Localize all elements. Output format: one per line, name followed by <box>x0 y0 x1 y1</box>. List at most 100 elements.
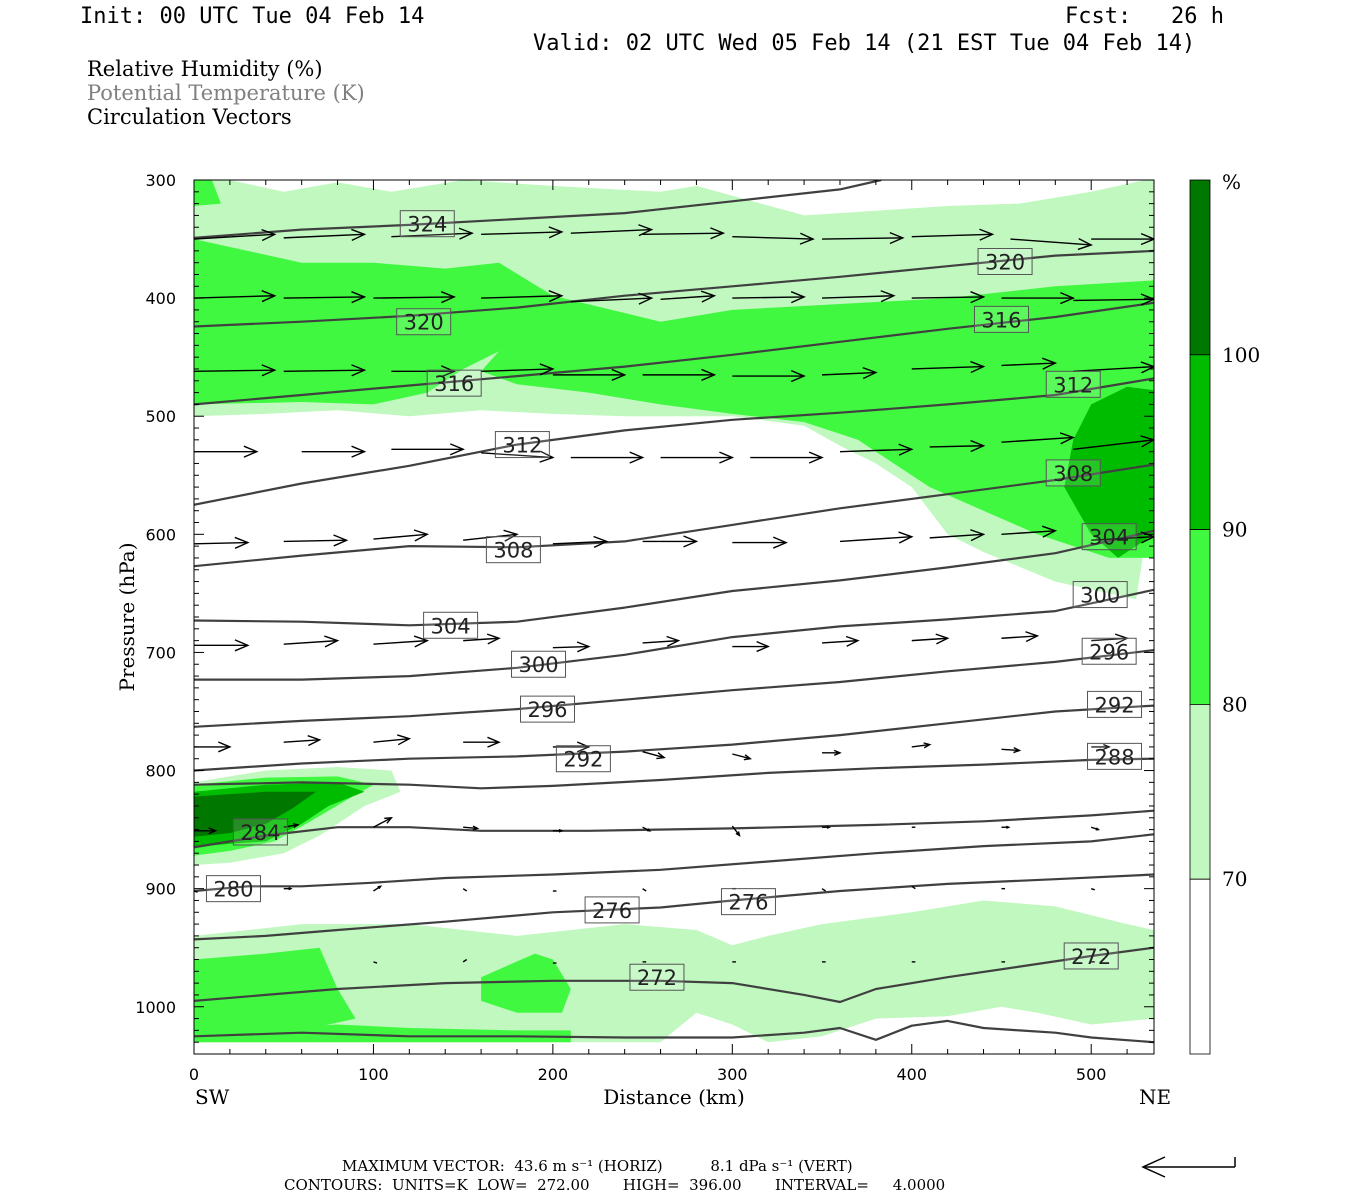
vector-shaft <box>194 369 275 373</box>
vector-17 <box>732 291 806 304</box>
vector-81 <box>552 828 564 833</box>
legend-vectors: Circulation Vectors <box>87 105 292 129</box>
vector-head <box>889 231 905 245</box>
theta-label-12: 276 <box>720 888 776 916</box>
y-axis-label: Pressure (hPa) <box>115 543 139 692</box>
vector-shaft <box>911 637 948 642</box>
vector-head <box>808 451 824 464</box>
vector-24 <box>391 365 456 378</box>
theta-label-box <box>423 611 479 639</box>
theta-label-box <box>1072 581 1128 609</box>
vector-100 <box>462 958 468 963</box>
vector-head <box>413 529 430 542</box>
vector-shaft <box>283 369 365 373</box>
vector-shaft <box>1010 238 1092 246</box>
vector-head <box>261 364 277 377</box>
vector-9 <box>1010 237 1093 251</box>
theta-label-text: 304 <box>431 614 471 638</box>
vector-shaft <box>283 739 320 743</box>
colorbar-segment-4 <box>1189 878 1211 1055</box>
vector-54 <box>1091 531 1154 544</box>
vector-head <box>288 887 293 891</box>
vector-44 <box>194 536 250 549</box>
vector-28 <box>732 369 806 383</box>
vector-shaft <box>642 750 665 759</box>
theta-label-box <box>519 695 575 723</box>
contours-note: CONTOURS: UNITS=K LOW= 272.00 HIGH= 396.… <box>284 1176 946 1194</box>
vector-37 <box>570 451 645 464</box>
vector-shaft <box>822 371 876 376</box>
vector-79 <box>373 816 393 828</box>
colorbar-segment-2 <box>1189 529 1211 705</box>
theta-label-21: 292 <box>1087 690 1143 718</box>
vector-59 <box>552 641 591 653</box>
theta-label-box <box>511 650 567 678</box>
vector-76 <box>1091 743 1111 751</box>
vector-head <box>243 445 259 458</box>
vector-55 <box>194 639 250 652</box>
vector-shaft <box>1001 748 1020 752</box>
vector-39 <box>750 451 824 464</box>
vector-shaft <box>373 817 392 828</box>
vector-47 <box>463 529 519 542</box>
theta-label-box <box>1045 459 1101 487</box>
vector-head <box>979 228 995 241</box>
vector-head <box>261 290 277 303</box>
theta-label-7: 296 <box>519 695 575 723</box>
vector-49 <box>642 535 699 548</box>
vector-head <box>351 291 367 304</box>
vector-head <box>486 633 501 645</box>
vector-shaft <box>194 233 275 240</box>
vector-shaft <box>822 295 894 299</box>
sw-label: SW <box>195 1085 230 1109</box>
colorbar-label: 80 <box>1222 692 1247 716</box>
theta-label-box <box>494 431 550 459</box>
vector-head <box>208 827 218 835</box>
theta-contour-300 <box>194 588 1154 681</box>
vector-shaft <box>552 540 607 545</box>
theta-label-text: 280 <box>213 878 253 902</box>
theta-label-text: 316 <box>434 372 474 396</box>
vector-shaft <box>481 368 553 373</box>
vector-head <box>1041 525 1058 538</box>
theta-label-text: 300 <box>518 653 558 677</box>
vector-18 <box>822 290 896 303</box>
vector-shaft <box>283 539 347 543</box>
vector-56 <box>283 635 340 648</box>
vector-12 <box>283 291 367 304</box>
vector-shaft <box>552 645 589 649</box>
vector-43 <box>1073 435 1154 450</box>
vector-6 <box>732 232 815 245</box>
vector-62 <box>821 635 860 647</box>
vector-head <box>1006 825 1011 829</box>
theta-label-text: 308 <box>1053 462 1093 486</box>
theta-contour-284 <box>194 809 1154 849</box>
vector-shaft <box>481 452 553 459</box>
vector-head <box>970 360 986 374</box>
y-tick-label: 500 <box>145 407 176 426</box>
vector-head <box>1013 747 1022 754</box>
vector-head <box>218 741 232 753</box>
vector-shaft <box>642 888 647 892</box>
vector-head <box>351 364 367 377</box>
x-tick-label: 0 <box>189 1065 199 1084</box>
vector-shaft <box>462 888 468 892</box>
vector-head <box>1060 292 1076 305</box>
vector-head <box>1095 827 1101 831</box>
vector-head <box>701 368 717 381</box>
vector-head <box>324 635 340 648</box>
theta-label-text: 272 <box>637 966 677 990</box>
vector-98 <box>1090 887 1096 891</box>
vector-head <box>826 825 832 829</box>
vector-64 <box>1001 631 1040 643</box>
vector-head <box>351 445 367 458</box>
vector-80 <box>463 825 480 831</box>
vector-head <box>743 754 752 761</box>
rh-region-80-2 <box>194 239 1154 558</box>
theta-label-14: 320 <box>977 247 1033 275</box>
vector-27 <box>642 368 717 381</box>
theta-label-text: 296 <box>1089 640 1129 664</box>
theta-contour-320 <box>194 249 1154 328</box>
theta-label-text: 320 <box>404 311 444 335</box>
vector-head <box>472 825 480 831</box>
